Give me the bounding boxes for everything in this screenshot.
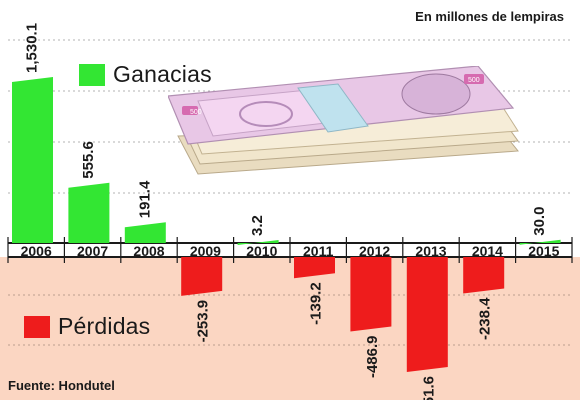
category-label-2012: 2012 <box>359 243 390 259</box>
banknote-value-left: 500 <box>190 109 202 116</box>
banknote-value-right: 500 <box>468 77 480 84</box>
category-label-2006: 2006 <box>21 243 52 259</box>
source-note: Fuente: Hondutel <box>8 378 115 393</box>
bar-loss-2012 <box>350 257 392 332</box>
category-label-2008: 2008 <box>133 243 164 259</box>
banknote-stack <box>168 66 519 175</box>
category-label-2014: 2014 <box>472 243 503 259</box>
data-label-2011: -139.2 <box>308 282 325 325</box>
category-label-2007: 2007 <box>77 243 108 259</box>
category-label-2009: 2009 <box>190 243 221 259</box>
data-label-2013: -751.6 <box>420 376 437 400</box>
data-label-2009: -253.9 <box>195 300 212 343</box>
unit-note: En millones de lempiras <box>415 9 564 24</box>
category-label-2013: 2013 <box>415 243 446 259</box>
legend-losses-label: Pérdidas <box>58 313 151 339</box>
data-label-2006: 1,530.1 <box>24 23 41 73</box>
bar-gain-2008 <box>124 222 166 243</box>
category-label-2011: 2011 <box>303 243 334 259</box>
bar-gain-2015 <box>519 239 561 245</box>
data-label-2007: 555.6 <box>80 141 97 179</box>
bar-loss-2011 <box>294 257 335 279</box>
category-label-2015: 2015 <box>528 243 559 259</box>
data-label-2012: -486.9 <box>364 335 381 378</box>
legend-gains: Ganacias <box>79 61 212 88</box>
bar-gain-2010 <box>237 240 279 245</box>
data-label-2014: -238.4 <box>477 297 494 340</box>
legend-losses-swatch <box>24 315 50 338</box>
bar-loss-2013 <box>406 257 448 372</box>
bar-gain-2006 <box>12 77 53 243</box>
legend-gains-label: Ganacias <box>113 61 212 87</box>
category-label-2010: 2010 <box>246 243 277 259</box>
data-label-2008: 191.4 <box>136 180 153 218</box>
data-label-2015: 30.0 <box>531 207 548 236</box>
bar-gain-2007 <box>68 182 110 243</box>
bar-loss-2014 <box>463 257 505 294</box>
legend-losses: Pérdidas <box>24 313 150 340</box>
legend-gains-swatch <box>79 63 105 86</box>
bar-loss-2009 <box>181 257 223 296</box>
data-label-2010: 3.2 <box>249 215 266 236</box>
banknote-stack-illustration: 500 500 <box>168 66 519 175</box>
